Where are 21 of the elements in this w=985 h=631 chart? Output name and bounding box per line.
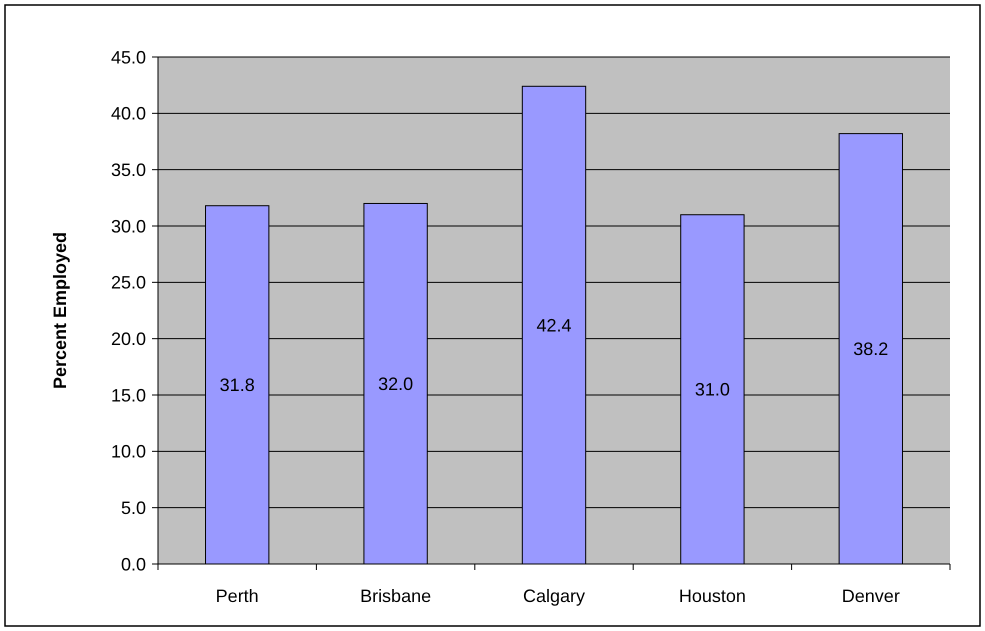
data-label: 31.8 xyxy=(220,375,255,396)
data-label: 32.0 xyxy=(378,374,414,394)
data-label: 38.2 xyxy=(853,339,888,360)
x-tick-label: Brisbane xyxy=(360,586,432,606)
x-tick-label: Houston xyxy=(678,586,746,606)
y-tick-label: 15.0 xyxy=(110,385,146,406)
y-tick-label: 20.0 xyxy=(110,328,146,349)
y-tick-label: 30.0 xyxy=(110,216,146,236)
x-tick-label: Calgary xyxy=(522,586,586,606)
data-label: 42.4 xyxy=(536,315,572,336)
y-tick-label: 40.0 xyxy=(110,104,146,124)
y-tick-label: 0.0 xyxy=(120,554,146,574)
x-tick-label: Denver xyxy=(842,586,900,606)
x-tick-label: Perth xyxy=(216,586,259,606)
y-tick-label: 45.0 xyxy=(110,47,146,68)
y-axis-title: Percent Employed xyxy=(50,232,70,390)
y-tick-label: 10.0 xyxy=(110,442,146,462)
data-label: 31.0 xyxy=(694,380,730,400)
y-tick-label: 25.0 xyxy=(110,272,146,293)
y-tick-label: 5.0 xyxy=(120,498,146,518)
y-tick-label: 35.0 xyxy=(110,160,146,180)
